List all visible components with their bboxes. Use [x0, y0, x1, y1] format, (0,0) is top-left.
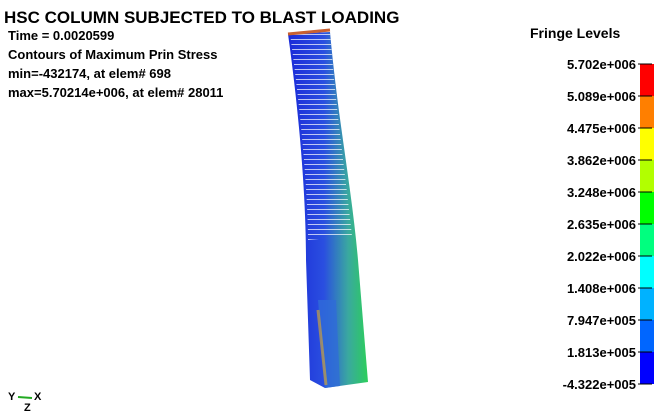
fringe-color	[640, 64, 654, 96]
fringe-color	[640, 352, 654, 384]
fringe-level: 3.248e+006	[567, 185, 636, 200]
triad: Y X Z	[8, 391, 42, 414]
fringe-color	[640, 160, 654, 192]
title: HSC COLUMN SUBJECTED TO BLAST LOADING	[4, 8, 399, 27]
fringe-level: 4.475e+006	[567, 121, 636, 136]
fringe-level: -4.322e+005	[563, 377, 636, 392]
triad-label: Y	[8, 391, 16, 403]
fringe-level: 1.408e+006	[567, 281, 636, 296]
fringe-level: 1.813e+005	[567, 345, 636, 360]
fringe-color	[640, 192, 654, 224]
fringe-color	[640, 96, 654, 128]
info-line: min=-432174, at elem# 698	[8, 66, 171, 81]
info-line: Time = 0.0020599	[8, 28, 114, 43]
legend-title: Fringe Levels	[530, 25, 620, 41]
triad-label: X	[34, 391, 42, 403]
fringe-level: 3.862e+006	[567, 153, 636, 168]
fringe-color	[640, 224, 654, 256]
info-line: max=5.70214e+006, at elem# 28011	[8, 85, 223, 100]
fringe-level: 7.947e+005	[567, 313, 636, 328]
column-model	[288, 30, 368, 388]
fringe-color	[640, 320, 654, 352]
fringe-color	[640, 288, 654, 320]
fringe-level: 5.702e+006	[567, 57, 636, 72]
viewport: HSC COLUMN SUBJECTED TO BLAST LOADING Ti…	[0, 0, 657, 418]
viewer: HSC COLUMN SUBJECTED TO BLAST LOADING Ti…	[0, 0, 657, 418]
fringe-color	[640, 256, 654, 288]
fringe-level: 5.089e+006	[567, 89, 636, 104]
fringe-color	[640, 128, 654, 160]
info-line: Contours of Maximum Prin Stress	[8, 47, 217, 62]
triad-label: Z	[24, 402, 31, 414]
fringe-level: 2.635e+006	[567, 217, 636, 232]
fringe-level: 2.022e+006	[567, 249, 636, 264]
